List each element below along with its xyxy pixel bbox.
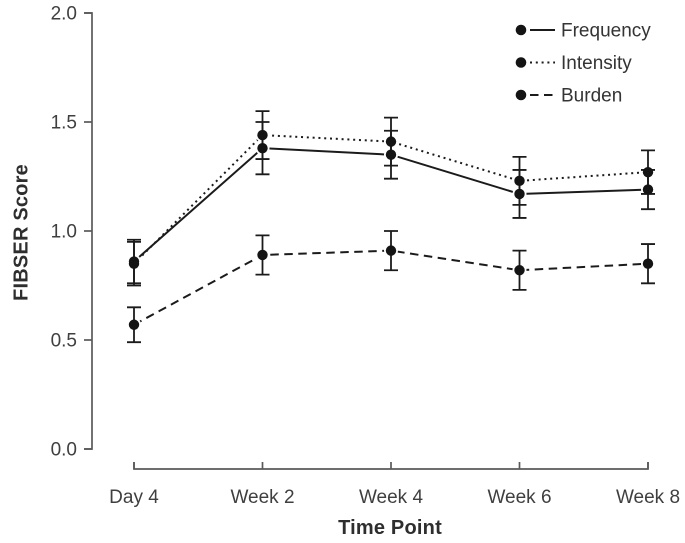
data-point-marker-burden <box>257 249 268 261</box>
y-tick-label: 1.5 <box>51 113 77 134</box>
legend-marker-icon <box>515 57 527 68</box>
error-bars-burden <box>127 230 655 344</box>
y-tick-label: 0.5 <box>51 331 77 352</box>
data-point-marker-burden <box>385 245 397 256</box>
data-point-marker-burden <box>642 258 654 269</box>
legend-label-intensity: Intensity <box>561 53 632 74</box>
legend-marker-icon <box>515 24 527 36</box>
data-point-marker-intensity <box>128 258 140 269</box>
data-point-marker-intensity <box>385 136 397 147</box>
data-point-marker-frequency <box>514 188 525 200</box>
x-tick-label: Week 8 <box>616 487 680 508</box>
data-point-marker-intensity <box>257 129 268 141</box>
y-axis: 0.0 0.5 1.0 1.5 2.0 <box>51 4 93 461</box>
data-point-marker-burden <box>514 265 525 276</box>
legend-marker-icon <box>515 89 527 101</box>
series-line-intensity <box>133 134 649 265</box>
legend: Frequency Intensity Burden <box>515 21 651 107</box>
y-axis-title: FIBSER Score <box>10 164 33 301</box>
y-tick-label: 1.0 <box>51 222 77 243</box>
data-point-marker-intensity <box>514 175 525 187</box>
data-point-marker-frequency <box>642 184 654 195</box>
legend-label-burden: Burden <box>561 86 622 107</box>
x-tick-label: Day 4 <box>109 487 159 508</box>
y-tick-label: 2.0 <box>51 4 77 25</box>
x-axis: Day 4 Week 2 Week 4 Week 6 Week 8 <box>109 462 680 508</box>
y-tick-label: 0.0 <box>51 440 77 461</box>
data-point-marker-intensity <box>642 166 654 178</box>
data-point-marker-frequency <box>385 149 397 160</box>
data-point-marker-frequency <box>257 142 268 154</box>
x-tick-label: Week 2 <box>230 487 294 508</box>
x-tick-label: Week 6 <box>487 487 551 508</box>
x-axis-title: Time Point <box>338 517 442 539</box>
data-point-marker-burden <box>128 319 140 330</box>
x-tick-label: Week 4 <box>359 487 424 508</box>
legend-label-frequency: Frequency <box>561 21 651 42</box>
